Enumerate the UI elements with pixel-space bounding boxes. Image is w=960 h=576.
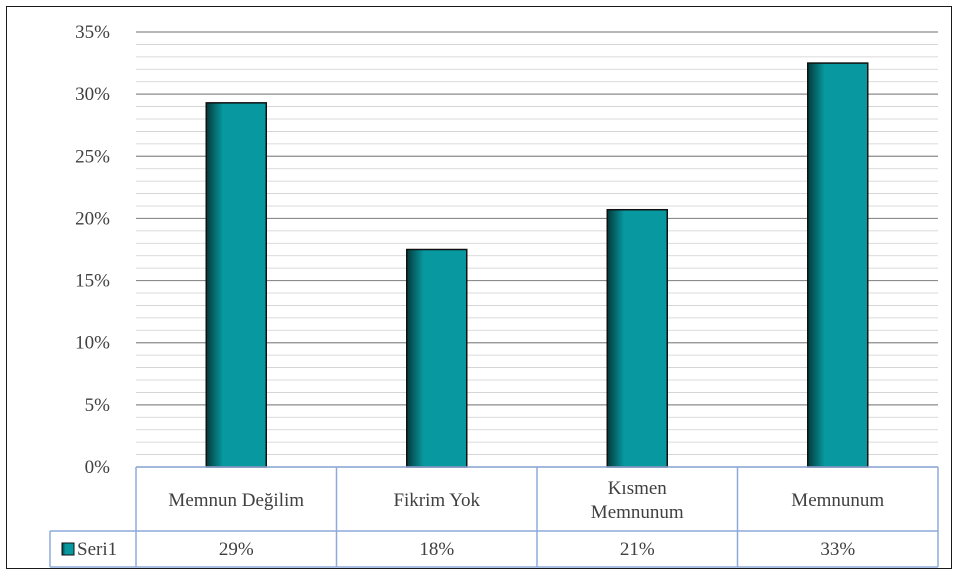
y-tick-label: 5%	[85, 395, 111, 416]
legend-series-name: Seri1	[77, 539, 117, 560]
y-tick-label: 15%	[75, 271, 110, 292]
y-tick-label: 25%	[75, 146, 110, 167]
y-axis: 0% 5% 10% 15% 20% 25% 30% 35%	[75, 22, 110, 478]
chart-frame	[6, 6, 952, 569]
category-label: Memnunum	[791, 490, 884, 511]
category-label: Memnun Değilim	[168, 490, 304, 511]
y-tick-label: 30%	[75, 84, 110, 105]
y-tick-label: 35%	[75, 22, 110, 43]
data-table-value: 29%	[219, 539, 254, 560]
category-label: Kısmen Memnunum	[591, 478, 684, 523]
data-table-value: 33%	[820, 539, 855, 560]
y-tick-label: 0%	[85, 457, 111, 478]
bar	[406, 248, 468, 468]
y-tick-label: 20%	[75, 208, 110, 229]
category-label: Fikrim Yok	[393, 490, 480, 511]
data-table-value: 18%	[419, 539, 454, 560]
bars	[205, 62, 869, 468]
data-table: Memnun Değilim Fikrim Yok Kısmen Memnunum Me…	[49, 466, 939, 568]
bar	[205, 102, 267, 468]
bar	[606, 208, 668, 468]
legend-swatch	[61, 542, 75, 556]
bar	[807, 62, 869, 468]
y-tick-label: 10%	[75, 333, 110, 354]
data-table-value: 21%	[620, 539, 655, 560]
